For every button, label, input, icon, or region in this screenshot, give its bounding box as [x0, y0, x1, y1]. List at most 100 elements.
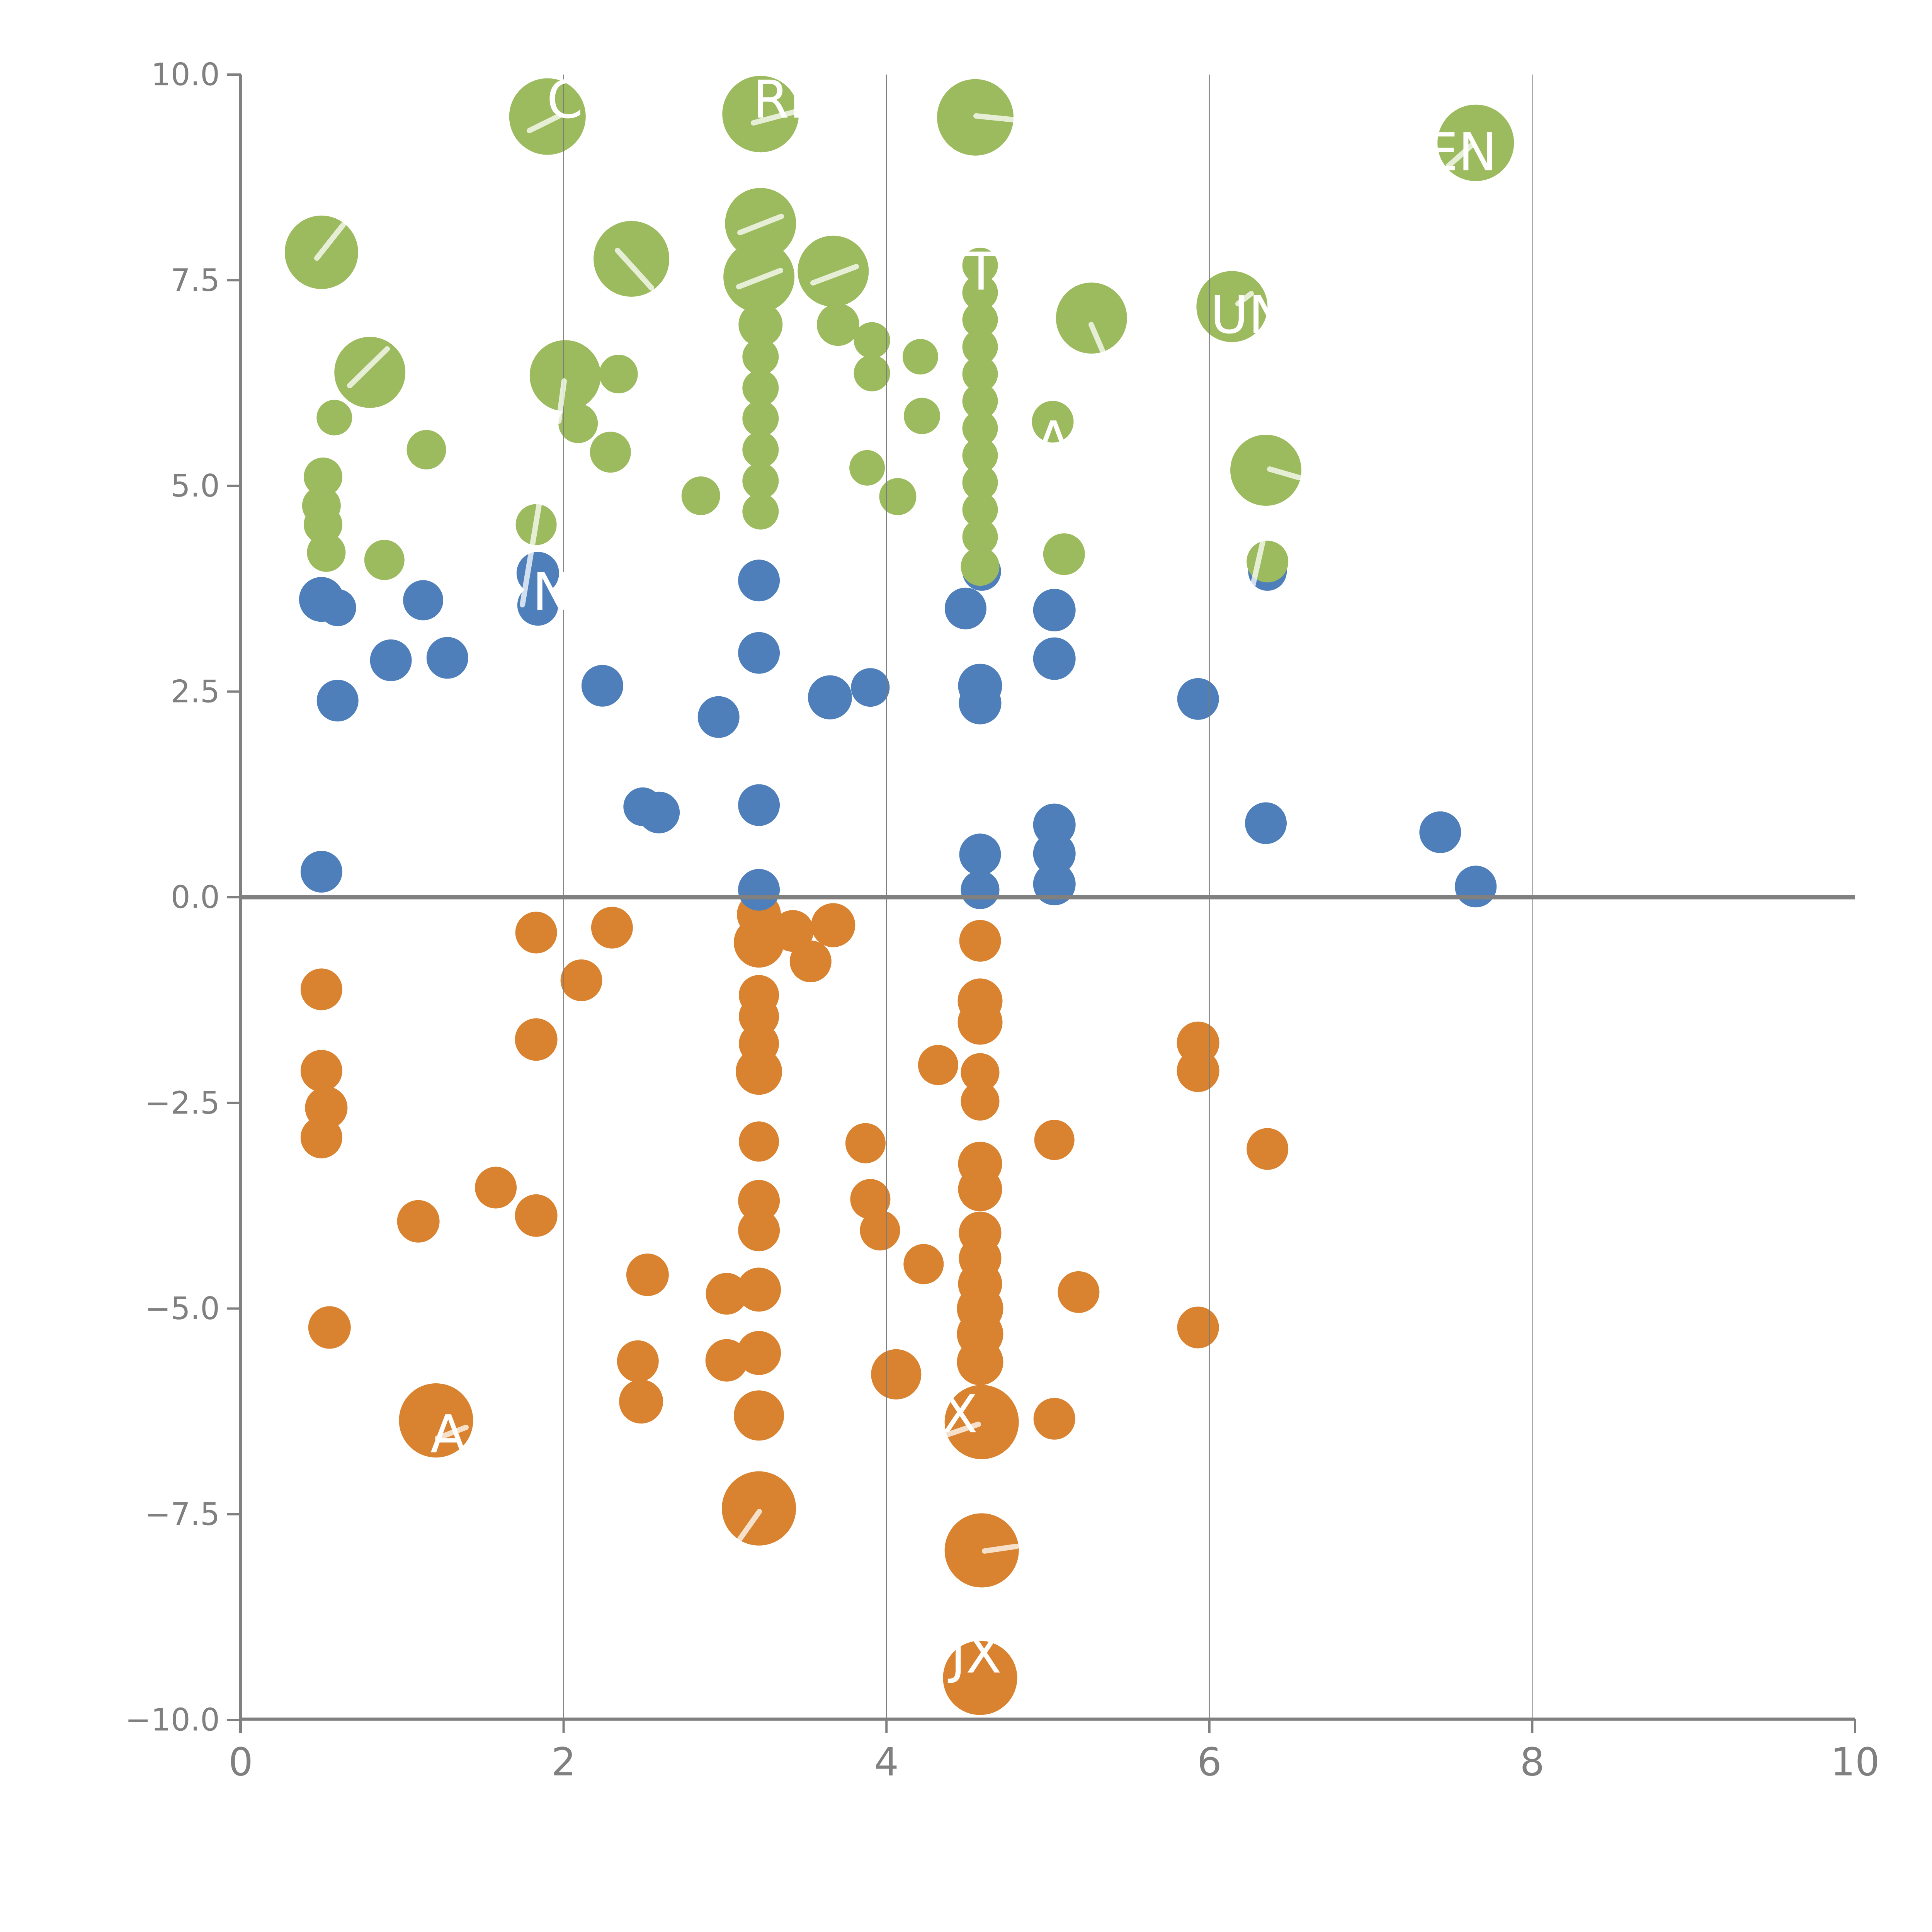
data-point-orange[interactable] — [860, 1210, 900, 1251]
data-point-green[interactable] — [316, 400, 352, 435]
data-point-orange[interactable] — [957, 1000, 1003, 1045]
data-point-green[interactable] — [742, 338, 779, 375]
data-point-blue[interactable] — [426, 637, 468, 679]
data-point-orange[interactable] — [1177, 1306, 1219, 1349]
data-point-green[interactable] — [742, 400, 779, 437]
data-point-green[interactable] — [742, 431, 779, 468]
data-point-orange[interactable] — [475, 1167, 517, 1209]
data-point-blue[interactable] — [738, 632, 780, 674]
data-point-green[interactable] — [816, 303, 859, 346]
data-point-green[interactable] — [962, 410, 998, 446]
data-point-green[interactable] — [304, 505, 343, 544]
data-point-green[interactable] — [722, 76, 799, 153]
data-point-orange[interactable] — [300, 968, 342, 1010]
data-point-green[interactable] — [599, 355, 638, 393]
data-point-orange[interactable] — [1034, 1120, 1075, 1160]
data-point-green[interactable] — [1043, 533, 1085, 575]
data-point-orange[interactable] — [918, 1045, 958, 1085]
data-point-green[interactable] — [307, 533, 346, 572]
data-point-blue[interactable] — [851, 668, 890, 707]
data-point-green[interactable] — [594, 221, 670, 297]
data-point-green[interactable] — [962, 465, 998, 500]
data-point-blue[interactable] — [1033, 832, 1076, 875]
data-point-orange[interactable] — [722, 1471, 796, 1546]
data-point-green[interactable] — [798, 235, 869, 307]
data-point-orange[interactable] — [706, 1273, 748, 1315]
data-point-orange[interactable] — [903, 1244, 944, 1284]
data-point-blue[interactable] — [403, 580, 444, 621]
data-point-green[interactable] — [962, 302, 998, 338]
data-point-orange[interactable] — [397, 1200, 440, 1243]
data-point-green[interactable] — [962, 356, 998, 392]
data-point-orange[interactable] — [959, 920, 1001, 962]
data-point-blue[interactable] — [738, 869, 780, 911]
data-point-orange[interactable] — [738, 1209, 780, 1252]
data-point-orange[interactable] — [617, 1340, 659, 1382]
data-point-orange[interactable] — [300, 1050, 342, 1092]
data-point-blue[interactable] — [581, 665, 623, 707]
data-point-orange[interactable] — [739, 1121, 779, 1162]
data-point-green[interactable] — [962, 437, 998, 473]
data-point-orange[interactable] — [871, 1349, 922, 1400]
data-point-orange[interactable] — [734, 917, 784, 968]
data-point-green[interactable] — [849, 450, 885, 486]
data-point-blue[interactable] — [959, 833, 1001, 876]
data-point-orange[interactable] — [515, 1018, 558, 1061]
data-point-green[interactable] — [854, 322, 890, 359]
data-point-blue[interactable] — [370, 639, 412, 681]
data-point-blue[interactable] — [1033, 589, 1076, 631]
data-point-orange[interactable] — [737, 1267, 781, 1312]
data-point-green[interactable] — [962, 247, 998, 283]
data-point-green[interactable] — [854, 355, 890, 391]
data-point-green[interactable] — [406, 430, 446, 469]
data-point-orange[interactable] — [300, 1116, 342, 1158]
data-point-orange[interactable] — [515, 912, 557, 954]
data-point-orange[interactable] — [399, 1383, 473, 1458]
data-point-orange[interactable] — [1033, 1398, 1075, 1440]
data-point-orange[interactable] — [811, 903, 855, 947]
data-point-green[interactable] — [364, 540, 405, 580]
data-point-orange[interactable] — [944, 1513, 1019, 1588]
data-point-orange[interactable] — [737, 1331, 781, 1375]
data-point-green[interactable] — [1230, 435, 1301, 506]
data-point-orange[interactable] — [738, 1180, 780, 1222]
data-point-green[interactable] — [962, 519, 998, 555]
data-point-green[interactable] — [1056, 282, 1127, 354]
data-point-green[interactable] — [961, 547, 1000, 586]
data-point-blue[interactable] — [319, 589, 356, 626]
data-point-blue[interactable] — [944, 587, 986, 629]
data-point-orange[interactable] — [308, 1306, 351, 1349]
data-point-orange[interactable] — [845, 1123, 886, 1163]
data-point-blue[interactable] — [959, 682, 1002, 724]
data-point-orange[interactable] — [734, 1390, 784, 1441]
data-point-green[interactable] — [962, 492, 998, 528]
data-point-green[interactable] — [902, 339, 938, 375]
data-point-orange[interactable] — [515, 1194, 558, 1237]
data-point-orange[interactable] — [850, 1179, 891, 1219]
data-point-orange[interactable] — [591, 906, 633, 949]
data-point-blue[interactable] — [1245, 802, 1287, 844]
data-point-blue[interactable] — [961, 870, 1000, 909]
data-point-blue[interactable] — [316, 680, 359, 722]
data-point-green[interactable] — [742, 463, 779, 499]
data-point-green[interactable] — [742, 493, 779, 530]
data-point-blue[interactable] — [1033, 637, 1076, 680]
data-point-green[interactable] — [304, 457, 343, 497]
data-point-orange[interactable] — [944, 1385, 1019, 1459]
data-point-green[interactable] — [962, 383, 998, 419]
data-point-blue[interactable] — [808, 675, 852, 719]
data-point-blue[interactable] — [517, 585, 558, 626]
data-point-orange[interactable] — [961, 1082, 1000, 1121]
data-point-orange[interactable] — [943, 1641, 1017, 1715]
data-point-blue[interactable] — [738, 560, 780, 602]
data-point-blue[interactable] — [638, 791, 680, 833]
data-point-green[interactable] — [962, 329, 998, 365]
data-point-green[interactable] — [681, 476, 720, 515]
data-point-orange[interactable] — [957, 1338, 1003, 1385]
data-point-blue[interactable] — [738, 784, 780, 826]
data-point-green[interactable] — [509, 78, 586, 155]
data-point-blue[interactable] — [1177, 678, 1219, 720]
data-point-orange[interactable] — [1247, 1128, 1289, 1170]
data-point-green[interactable] — [334, 337, 406, 408]
data-point-orange[interactable] — [1177, 1049, 1219, 1092]
